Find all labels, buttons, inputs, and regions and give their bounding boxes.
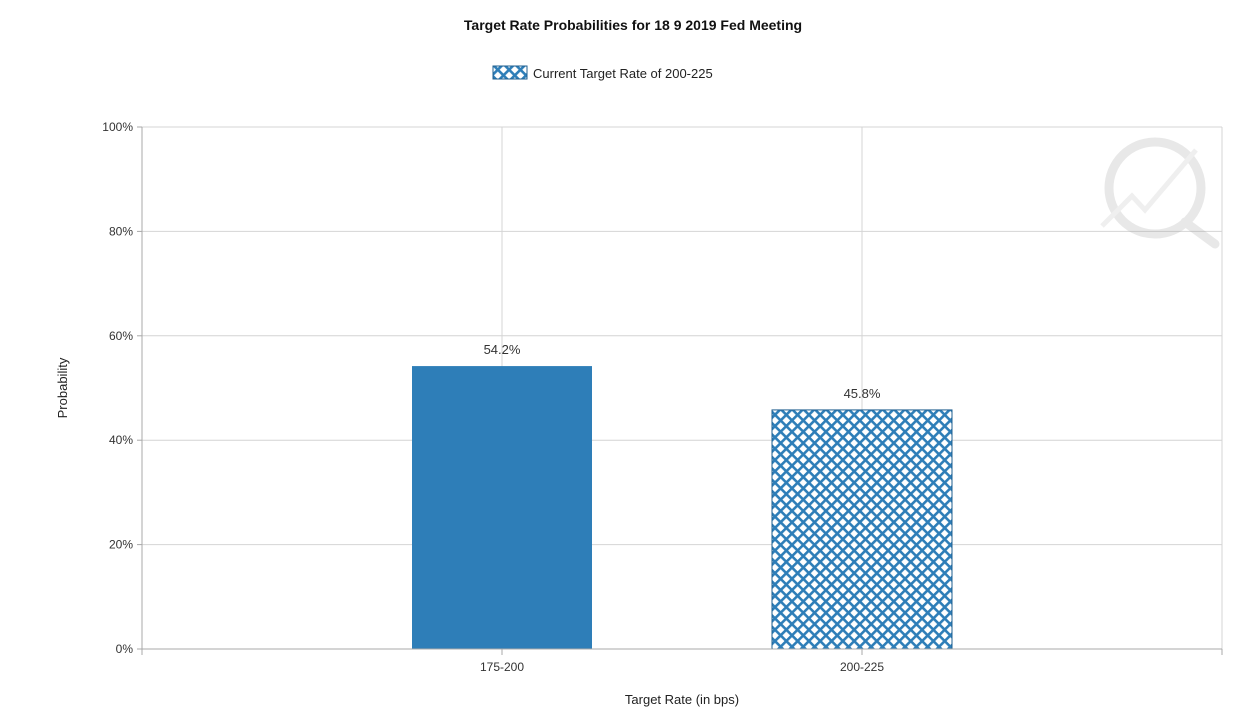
data-label: 45.8% bbox=[844, 386, 881, 401]
x-axis-title: Target Rate (in bps) bbox=[625, 692, 739, 707]
gridlines bbox=[142, 126, 1223, 649]
legend: Current Target Rate of 200-225 bbox=[492, 65, 713, 81]
y-axis-title: Probability bbox=[55, 357, 70, 418]
y-tick-label: 0% bbox=[116, 642, 134, 656]
y-tick-label: 80% bbox=[109, 224, 133, 238]
axes: 0% 20% 40% 60% 80% 100% 175-200 200-225 bbox=[102, 120, 1223, 674]
bars bbox=[412, 366, 953, 650]
y-tick-label: 100% bbox=[102, 120, 133, 134]
x-tick-label: 200-225 bbox=[840, 660, 884, 674]
y-tick-label: 40% bbox=[109, 433, 133, 447]
data-labels: 54.2% 45.8% bbox=[484, 342, 881, 401]
legend-swatch bbox=[492, 65, 528, 80]
data-label: 54.2% bbox=[484, 342, 521, 357]
y-tick-label: 60% bbox=[109, 329, 133, 343]
legend-label: Current Target Rate of 200-225 bbox=[533, 66, 713, 81]
watermark-logo bbox=[1100, 137, 1220, 249]
y-tick-label: 20% bbox=[109, 538, 133, 552]
chart-title: Target Rate Probabilities for 18 9 2019 … bbox=[464, 17, 802, 33]
bar-175-200 bbox=[412, 366, 592, 649]
bar-200-225 bbox=[771, 409, 953, 650]
x-tick-label: 175-200 bbox=[480, 660, 524, 674]
